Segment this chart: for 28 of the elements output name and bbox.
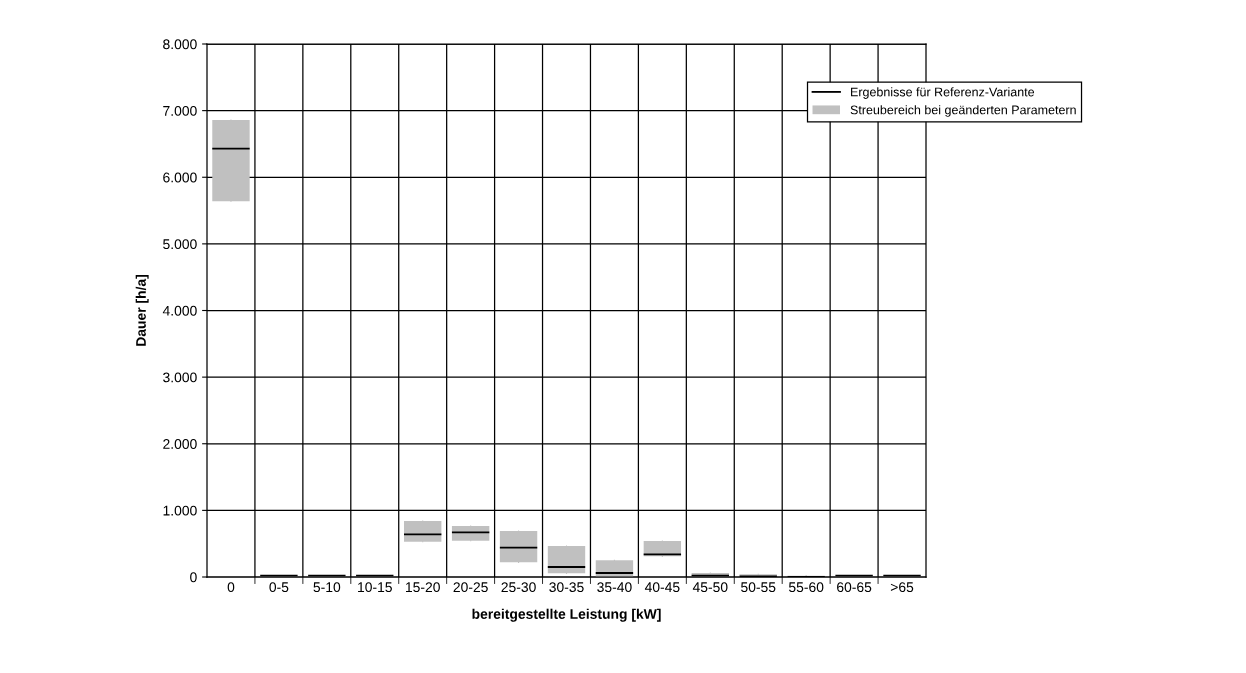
x-axis-title: bereitgestellte Leistung [kW] xyxy=(472,608,661,622)
y-tick-label: 4.000 xyxy=(162,305,197,316)
y-tick-label: 5.000 xyxy=(163,239,197,250)
y-tick-label: 7.000 xyxy=(163,105,197,116)
x-tick-label: 45-50 xyxy=(692,582,728,593)
legend-label: Streubereich bei geänderten Parametern xyxy=(850,105,1076,117)
x-tick-label: 5-10 xyxy=(313,582,341,593)
x-tick-label: 30-35 xyxy=(549,582,584,593)
x-tick-label: 25-30 xyxy=(501,582,536,593)
x-tick-label: 0 xyxy=(227,582,235,593)
x-tick-label: 55-60 xyxy=(788,582,824,593)
y-tick-label: 0 xyxy=(190,572,197,583)
y-tick-label: 1.000 xyxy=(163,505,197,516)
x-tick-label: >65 xyxy=(890,582,914,593)
y-tick-label: 2.000 xyxy=(163,439,197,449)
x-tick-label: 50-55 xyxy=(741,582,776,593)
y-tick-label: 3.000 xyxy=(163,372,197,383)
x-tick-label: 0-5 xyxy=(269,582,289,593)
x-tick-label: 10-15 xyxy=(358,582,392,593)
x-tick-label: 35-40 xyxy=(597,582,632,593)
y-tick-label: 6.000 xyxy=(163,172,197,183)
x-tick-label: 20-25 xyxy=(453,582,488,593)
x-tick-label: 60-65 xyxy=(837,582,872,593)
annotation: Ergebnisse für Referenz-Variante xyxy=(851,87,1035,99)
y-tick-label: 8.000 xyxy=(163,39,197,50)
x-tick-label: 40-45 xyxy=(644,582,680,593)
y-axis-title: Dauer [h/a] xyxy=(135,275,149,346)
x-tick-label: 15-20 xyxy=(406,582,440,593)
